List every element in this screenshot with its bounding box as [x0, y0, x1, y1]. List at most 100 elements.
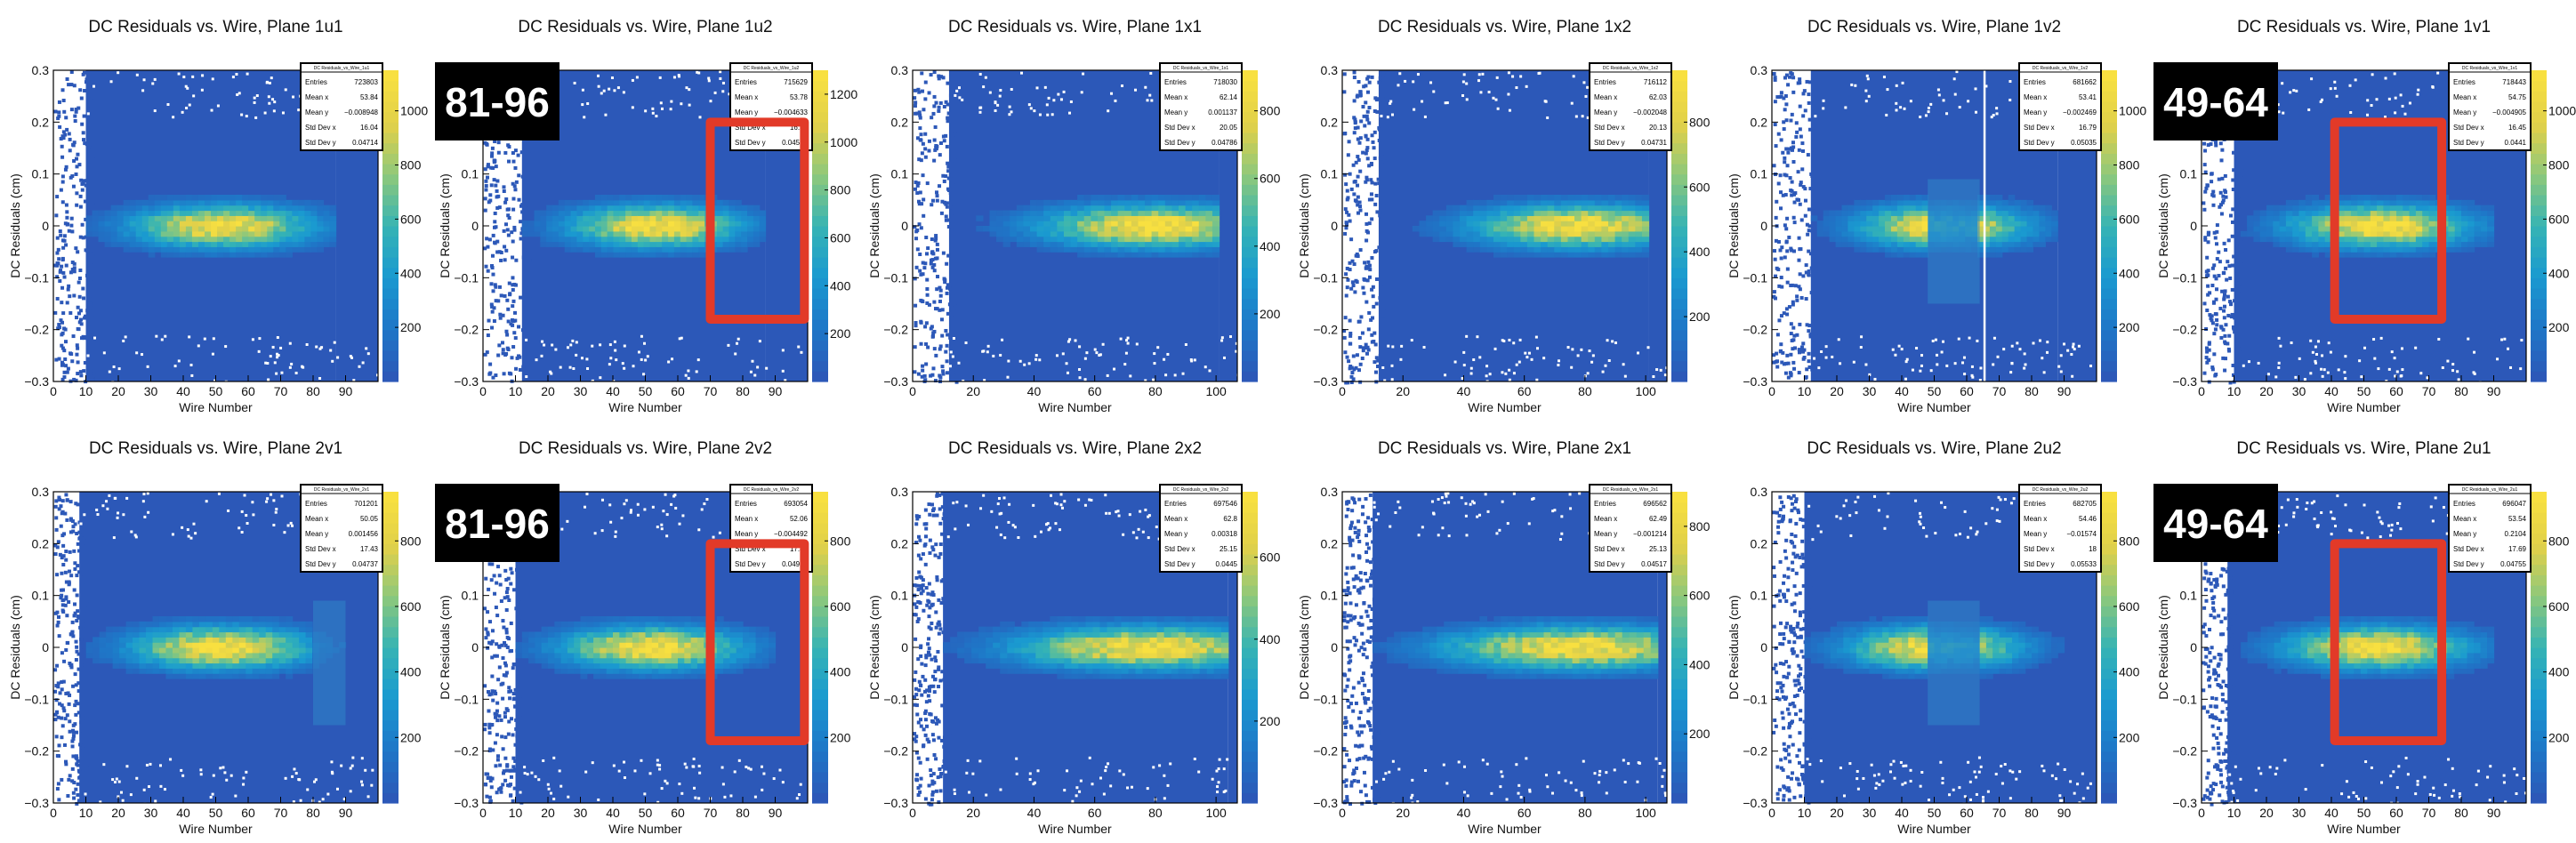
heatmap-cell: [2010, 362, 2014, 365]
colorbar-segment: [812, 246, 828, 258]
heatmap-cell: [90, 277, 94, 281]
heatmap-cell: [1356, 174, 1360, 179]
heatmap-cell: [1493, 246, 1501, 253]
heatmap-cell: [236, 199, 243, 206]
heatmap-cell: [1192, 230, 1200, 237]
heatmap-cell: [2033, 215, 2040, 221]
stats-value: 0.04731: [1641, 139, 1667, 147]
heatmap-cell: [2285, 199, 2293, 206]
heatmap-cell: [273, 205, 280, 212]
colorbar-tick-label: 800: [1689, 115, 1711, 129]
heatmap-cell: [1486, 236, 1494, 243]
heatmap-cell: [1915, 205, 1923, 212]
heatmap-cell: [2008, 221, 2016, 227]
heatmap-cell: [1802, 348, 1807, 352]
heatmap-cell: [66, 366, 70, 371]
heatmap-cell: [932, 300, 937, 304]
heatmap-cell: [649, 210, 656, 216]
heatmap-cell: [1915, 215, 1923, 221]
heatmap-cell: [273, 230, 280, 237]
heatmap-cell: [1493, 241, 1501, 247]
heatmap-cell: [1036, 246, 1044, 253]
heatmap-cell: [1807, 269, 1811, 274]
heatmap-cell: [914, 111, 918, 116]
heatmap-cell: [2414, 346, 2418, 349]
heatmap-cell: [1607, 226, 1616, 232]
heatmap-cell: [123, 236, 131, 243]
x-tick-label: 80: [306, 384, 320, 398]
colorbar-segment: [382, 153, 398, 165]
heatmap-cell: [2220, 148, 2225, 152]
heatmap-cell: [631, 215, 639, 221]
heatmap-cell: [1554, 252, 1562, 258]
heatmap-cell: [923, 147, 928, 151]
heatmap-cell: [1614, 195, 1622, 201]
heatmap-cell: [1890, 215, 1898, 221]
heatmap-cell: [135, 351, 139, 355]
heatmap-cell: [540, 221, 547, 227]
heatmap-cell: [223, 246, 230, 253]
heatmap-cell: [646, 355, 649, 358]
heatmap-cell: [1158, 195, 1166, 201]
heatmap-cell: [79, 336, 84, 341]
heatmap-cell: [1057, 221, 1065, 227]
heatmap-cell: [930, 203, 934, 207]
heatmap-cell: [2305, 241, 2313, 247]
heatmap-cell: [1783, 108, 1787, 112]
heatmap-cell: [64, 263, 68, 268]
overlay-label-box: [435, 62, 559, 140]
heatmap-cell: [1074, 339, 1077, 342]
heatmap-cell: [1508, 108, 1511, 112]
colorbar-segment: [1671, 329, 1687, 341]
heatmap-cell: [1796, 170, 1800, 174]
heatmap-cell: [673, 215, 681, 221]
heatmap-cell: [2001, 236, 2009, 243]
heatmap-cell: [302, 365, 305, 369]
heatmap-cell: [315, 345, 318, 349]
heatmap-cell: [1909, 230, 1917, 237]
heatmap-cell: [242, 210, 249, 216]
heatmap-cell: [502, 189, 506, 194]
heatmap-cell: [1801, 341, 1806, 346]
heatmap-cell: [996, 221, 1004, 227]
heatmap-cell: [2324, 195, 2332, 201]
heatmap-cell: [310, 199, 318, 206]
heatmap-cell: [204, 236, 212, 243]
heatmap-cell: [141, 210, 149, 216]
heatmap-cell: [76, 152, 80, 157]
heatmap-cell: [70, 359, 75, 364]
heatmap-cell: [1790, 283, 1794, 287]
y-tick-label: 0.2: [32, 115, 50, 129]
heatmap-cell: [2039, 339, 2042, 342]
heatmap-cell: [177, 359, 181, 363]
heatmap-cell: [1590, 360, 1594, 364]
heatmap-cell: [1581, 210, 1589, 216]
heatmap-cell: [1383, 244, 1388, 248]
heatmap-cell: [292, 236, 299, 243]
heatmap-cell: [72, 266, 76, 270]
heatmap-cell: [1800, 149, 1805, 153]
heatmap-cell: [1814, 332, 1818, 336]
heatmap-cell: [946, 169, 951, 173]
colorbar-segment: [2101, 360, 2117, 372]
heatmap-cell: [1554, 246, 1562, 253]
heatmap-cell: [958, 96, 962, 100]
heatmap-cell: [185, 241, 193, 247]
heatmap-cell: [2033, 226, 2040, 232]
heatmap-cell: [945, 205, 949, 209]
heatmap-cell: [1050, 241, 1058, 247]
heatmap-cell: [1807, 92, 1811, 97]
heatmap-cell: [1145, 241, 1153, 247]
heatmap-cell: [1500, 205, 1508, 212]
heatmap-cell: [509, 372, 513, 376]
heatmap-cell: [644, 109, 648, 113]
heatmap-cell: [914, 265, 919, 269]
heatmap-cell: [512, 225, 517, 229]
heatmap-cell: [1063, 205, 1072, 212]
heatmap-cell: [142, 78, 146, 82]
heatmap-cell: [1588, 252, 1596, 258]
heatmap-cell: [151, 82, 155, 85]
heatmap-cell: [1829, 221, 1837, 227]
heatmap-cell: [2240, 169, 2244, 173]
heatmap-cell: [922, 197, 926, 202]
